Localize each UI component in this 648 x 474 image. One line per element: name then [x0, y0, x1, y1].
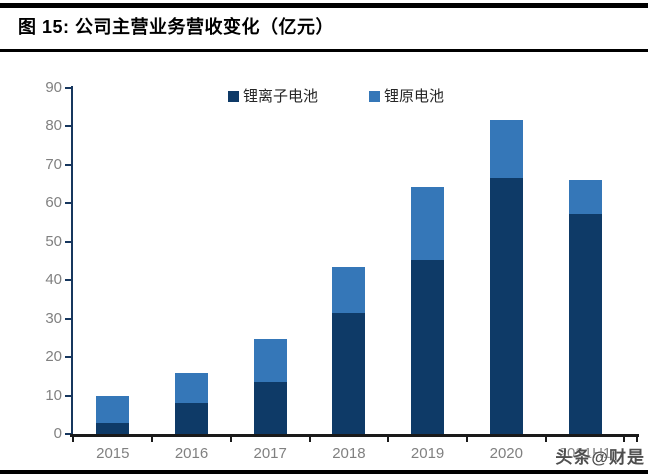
y-axis-tick	[65, 163, 72, 166]
y-axis-tick-label: 10	[45, 386, 62, 404]
y-axis-tick-label: 0	[53, 425, 62, 442]
y-axis-tick-label: 50	[45, 232, 62, 250]
x-axis-tick	[229, 434, 232, 442]
bar-segment-li-primary	[253, 339, 287, 382]
x-axis-tick	[387, 434, 390, 442]
bar-segment-li-primary	[175, 372, 208, 403]
x-axis-category-label: 2021H1	[558, 445, 612, 462]
x-axis-tick	[151, 434, 154, 442]
y-axis-tick-label: 90	[45, 79, 62, 96]
y-axis-tick	[65, 317, 72, 320]
legend-item-li-ion: 锂离子电池	[228, 89, 318, 104]
x-axis-line	[70, 434, 639, 437]
bar-segment-li-primary	[332, 266, 366, 313]
x-axis-category-label: 2015	[96, 445, 130, 462]
footer-rule	[0, 470, 648, 474]
y-axis-tick-label: 80	[45, 117, 62, 135]
bar-segment-li-primary	[411, 187, 445, 260]
x-axis-category-label: 2018	[332, 445, 366, 462]
y-axis-tick	[65, 279, 72, 282]
y-axis-tick	[65, 394, 72, 397]
x-axis-category-label: 2019	[410, 445, 445, 462]
x-axis-end-tick	[636, 434, 638, 442]
legend-item-li-primary: 锂原电池	[369, 89, 444, 104]
title-divider-rule	[0, 49, 648, 52]
bar-segment-li-primary	[568, 180, 602, 214]
y-axis-tick	[65, 356, 72, 359]
bar-segment-li-ion	[568, 213, 602, 434]
bar-segment-li-ion	[489, 177, 523, 434]
y-axis-tick-label: 20	[45, 348, 62, 366]
bar-segment-li-ion	[175, 402, 208, 434]
header-top-rule	[0, 3, 648, 8]
y-axis-line	[71, 86, 73, 437]
bar-segment-li-ion	[332, 312, 366, 434]
y-axis-tick	[65, 433, 72, 435]
y-axis-tick	[65, 240, 72, 243]
legend-swatch-icon	[369, 91, 380, 102]
y-axis-tick-label: 70	[45, 155, 62, 173]
figure-title: 图 15: 公司主营业务营收变化（亿元）	[18, 17, 335, 37]
bar-segment-li-primary	[489, 120, 523, 178]
y-axis-tick-label: 30	[45, 309, 62, 327]
x-axis-tick	[623, 434, 626, 442]
legend-label: 锂离子电池	[243, 88, 319, 105]
x-axis-tick	[72, 434, 75, 442]
y-axis-tick	[65, 125, 72, 128]
y-axis-tick	[65, 202, 72, 205]
watermark-text: 头条@财是	[555, 448, 645, 467]
x-axis-tick	[544, 434, 547, 442]
x-axis-category-label: 2020	[489, 445, 523, 462]
legend-swatch-icon	[228, 91, 239, 102]
y-axis-tick-label: 60	[45, 194, 62, 212]
x-axis-tick	[308, 434, 311, 442]
bar-segment-li-ion	[253, 381, 287, 434]
y-axis-tick	[65, 87, 72, 89]
legend-label: 锂原电池	[384, 88, 445, 105]
x-axis-tick	[465, 434, 468, 442]
stacked-bar-chart: 0 10 20 30 40 50 60 70 80 90 2015 2016 2017 2018 2019 2…	[0, 56, 648, 474]
x-axis-category-label: 2017	[253, 445, 287, 462]
y-axis-tick-label: 40	[45, 271, 62, 289]
x-axis-category-label: 2016	[174, 445, 209, 462]
bar-segment-li-ion	[411, 259, 445, 434]
bar-segment-li-primary	[96, 395, 130, 423]
bar-segment-li-ion	[96, 422, 130, 434]
